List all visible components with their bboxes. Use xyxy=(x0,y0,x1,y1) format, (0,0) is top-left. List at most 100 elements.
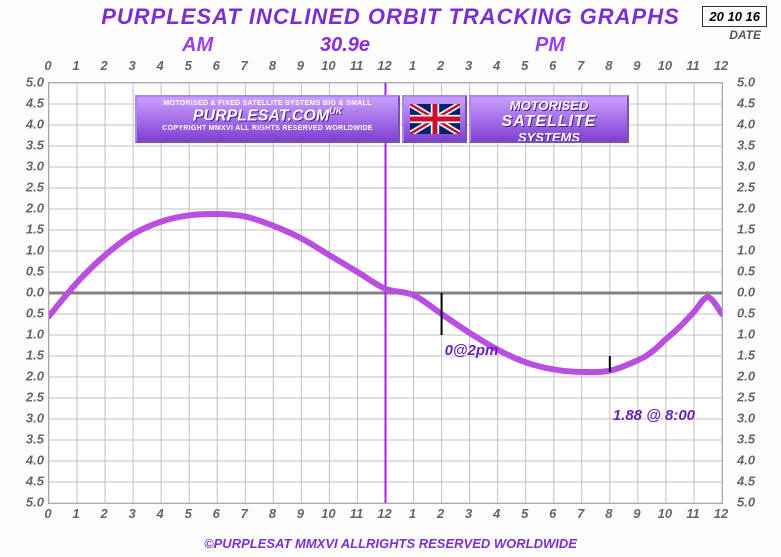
axis-tick: 3.5 xyxy=(737,432,767,447)
axis-tick: 7 xyxy=(241,58,248,73)
chart-svg xyxy=(49,83,722,503)
axis-tick: 5.0 xyxy=(737,75,767,90)
axis-tick: 12 xyxy=(377,58,391,73)
axis-tick: 11 xyxy=(686,58,700,73)
banner-purplesat: MOTORISED & FIXED SATELLITE SYSTEMS BIG … xyxy=(135,95,400,143)
axis-tick: 11 xyxy=(686,506,700,521)
axis-tick: 8 xyxy=(269,58,276,73)
axis-tick: 3.5 xyxy=(14,138,44,153)
axis-tick: 8 xyxy=(605,58,612,73)
axis-tick: 0 xyxy=(44,506,51,521)
axis-tick: 4.5 xyxy=(737,474,767,489)
axis-tick: 2.5 xyxy=(14,180,44,195)
axis-tick: 11 xyxy=(350,506,364,521)
axis-tick: 1 xyxy=(409,58,416,73)
chart-canvas: PURPLESAT INCLINED ORBIT TRACKING GRAPHS… xyxy=(0,0,781,557)
axis-tick: 9 xyxy=(297,506,304,521)
orbit-position: 30.9e xyxy=(320,34,370,57)
axis-tick: 3.0 xyxy=(14,411,44,426)
axis-tick: 0 xyxy=(44,58,51,73)
axis-tick: 0.5 xyxy=(737,306,767,321)
axis-tick: 1.5 xyxy=(737,222,767,237)
axis-tick: 6 xyxy=(549,58,556,73)
banner-r3: SYSTEMS xyxy=(471,131,627,143)
axis-tick: 12 xyxy=(714,58,728,73)
date-label: DATE xyxy=(729,28,761,42)
axis-tick: 4.0 xyxy=(737,453,767,468)
axis-tick: 12 xyxy=(714,506,728,521)
axis-tick: 1.5 xyxy=(14,348,44,363)
banner-line2: PURPLESAT.COMUK xyxy=(137,107,398,125)
axis-tick: 3.5 xyxy=(14,432,44,447)
axis-tick: 10 xyxy=(321,58,335,73)
banner-flag xyxy=(402,95,467,143)
chart-title: PURPLESAT INCLINED ORBIT TRACKING GRAPHS xyxy=(0,4,781,30)
axis-tick: 4.5 xyxy=(737,96,767,111)
axis-tick: 3.5 xyxy=(737,138,767,153)
axis-tick: 8 xyxy=(605,506,612,521)
axis-tick: 4.5 xyxy=(14,474,44,489)
axis-tick: 6 xyxy=(213,58,220,73)
axis-tick: 2.0 xyxy=(737,369,767,384)
axis-tick: 5 xyxy=(521,58,528,73)
axis-tick: 0.0 xyxy=(14,285,44,300)
axis-tick: 6 xyxy=(549,506,556,521)
axis-tick: 0.5 xyxy=(14,306,44,321)
axis-tick: 8 xyxy=(269,506,276,521)
date-value: 20 10 16 xyxy=(702,6,767,27)
axis-tick: 2 xyxy=(100,58,107,73)
axis-tick: 4 xyxy=(157,58,164,73)
axis-tick: 5 xyxy=(185,58,192,73)
axis-tick: 5.0 xyxy=(737,495,767,510)
axis-tick: 2 xyxy=(437,506,444,521)
axis-tick: 7 xyxy=(577,506,584,521)
axis-tick: 9 xyxy=(633,58,640,73)
axis-tick: 10 xyxy=(658,506,672,521)
plot-area xyxy=(48,82,723,504)
axis-tick: 1.0 xyxy=(14,243,44,258)
axis-tick: 2 xyxy=(100,506,107,521)
axis-tick: 1.0 xyxy=(737,243,767,258)
uk-flag-icon xyxy=(410,104,460,134)
axis-tick: 4.5 xyxy=(14,96,44,111)
axis-tick: 4 xyxy=(493,506,500,521)
banner-r1: MOTORISED xyxy=(471,99,627,113)
axis-tick: 1.5 xyxy=(737,348,767,363)
chart-annotation: 0@2pm xyxy=(445,342,499,359)
axis-tick: 0.5 xyxy=(14,264,44,279)
axis-tick: 1.0 xyxy=(14,327,44,342)
axis-tick: 5 xyxy=(185,506,192,521)
axis-tick: 7 xyxy=(241,506,248,521)
axis-tick: 9 xyxy=(297,58,304,73)
axis-tick: 3 xyxy=(465,506,472,521)
axis-tick: 6 xyxy=(213,506,220,521)
axis-tick: 1.0 xyxy=(737,327,767,342)
axis-tick: 10 xyxy=(658,58,672,73)
axis-tick: 11 xyxy=(350,58,364,73)
axis-tick: 2 xyxy=(437,58,444,73)
axis-tick: 3 xyxy=(465,58,472,73)
axis-tick: 3 xyxy=(129,58,136,73)
axis-tick: 3.0 xyxy=(737,411,767,426)
axis-tick: 5 xyxy=(521,506,528,521)
pm-label: PM xyxy=(535,34,565,57)
axis-tick: 4 xyxy=(493,58,500,73)
banner-motorised: MOTORISED SATELLITE SYSTEMS xyxy=(469,95,629,143)
banner-r2: SATELLITE xyxy=(471,113,627,131)
axis-tick: 0.5 xyxy=(737,264,767,279)
axis-tick: 5.0 xyxy=(14,75,44,90)
axis-tick: 2.5 xyxy=(737,180,767,195)
axis-tick: 0.0 xyxy=(737,285,767,300)
banner-line1: MOTORISED & FIXED SATELLITE SYSTEMS BIG … xyxy=(137,100,398,107)
axis-tick: 2.5 xyxy=(737,390,767,405)
axis-tick: 4.0 xyxy=(14,453,44,468)
axis-tick: 10 xyxy=(321,506,335,521)
axis-tick: 4.0 xyxy=(14,117,44,132)
banner-line3: COPYRIGHT MMXVI ALL RIGHTS RESERVED WORL… xyxy=(137,125,398,132)
axis-tick: 5.0 xyxy=(14,495,44,510)
axis-tick: 7 xyxy=(577,58,584,73)
chart-annotation: 1.88 @ 8:00 xyxy=(613,407,695,424)
axis-tick: 12 xyxy=(377,506,391,521)
axis-tick: 2.0 xyxy=(737,201,767,216)
axis-tick: 3 xyxy=(129,506,136,521)
